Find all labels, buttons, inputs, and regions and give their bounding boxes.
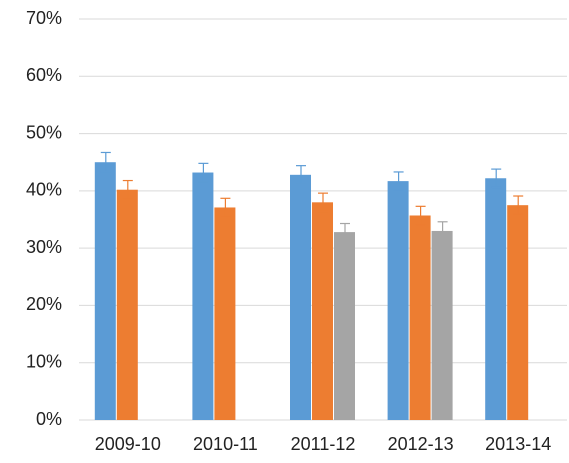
y-tick-label: 10%	[26, 351, 62, 371]
error-bar	[318, 192, 328, 213]
bar	[312, 202, 333, 420]
error-bar	[340, 222, 350, 242]
bar	[431, 230, 453, 420]
bar	[214, 207, 236, 420]
bar	[94, 162, 116, 420]
y-tick-label: 0%	[36, 409, 62, 429]
error-bar	[296, 165, 306, 185]
y-tick-label: 40%	[26, 180, 62, 200]
bar	[334, 232, 355, 420]
error-bar	[122, 179, 133, 200]
x-tick-label: 2013-14	[485, 434, 551, 454]
bar	[485, 178, 507, 420]
bar	[409, 215, 431, 420]
bar	[290, 174, 311, 420]
error-bar	[100, 151, 111, 173]
y-tick-label: 30%	[26, 237, 62, 257]
error-bar	[513, 195, 524, 215]
y-tick-label: 70%	[26, 8, 62, 28]
error-bar	[220, 197, 231, 218]
y-tick-label: 20%	[26, 294, 62, 314]
bar	[387, 181, 409, 420]
x-tick-label: 2010-11	[193, 434, 258, 454]
error-bar	[491, 168, 502, 189]
x-tick-label: 2009-10	[95, 434, 161, 454]
x-tick-label: 2011-12	[291, 434, 356, 454]
y-tick-label: 50%	[26, 122, 62, 142]
bar	[116, 189, 138, 420]
error-bar	[393, 171, 404, 191]
bar	[507, 205, 529, 420]
error-bar	[415, 205, 426, 226]
bar	[192, 172, 214, 420]
error-bar	[198, 162, 209, 183]
error-bar	[437, 221, 448, 241]
y-tick-label: 60%	[26, 65, 62, 85]
x-tick-label: 2012-13	[388, 434, 454, 454]
